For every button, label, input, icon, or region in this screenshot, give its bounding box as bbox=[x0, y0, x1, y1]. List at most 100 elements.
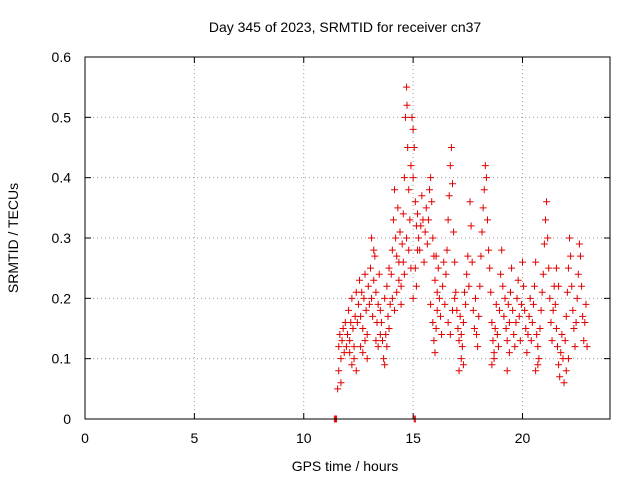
data-point bbox=[429, 234, 437, 242]
data-point bbox=[429, 318, 437, 326]
data-point bbox=[439, 282, 447, 290]
data-point bbox=[337, 355, 345, 363]
data-point bbox=[479, 204, 487, 212]
data-point bbox=[449, 180, 456, 188]
data-point bbox=[487, 288, 495, 296]
data-point bbox=[388, 246, 396, 254]
data-point bbox=[349, 325, 357, 332]
data-point bbox=[388, 294, 396, 302]
data-point bbox=[423, 240, 431, 248]
data-point bbox=[523, 349, 531, 357]
data-point bbox=[560, 379, 568, 387]
data-point bbox=[580, 337, 588, 345]
data-point bbox=[354, 300, 362, 308]
data-point bbox=[370, 246, 378, 254]
data-point bbox=[476, 282, 484, 290]
data-point bbox=[385, 325, 393, 332]
data-point bbox=[516, 337, 524, 345]
data-point bbox=[506, 288, 514, 296]
data-point bbox=[379, 337, 386, 345]
data-point bbox=[555, 361, 563, 369]
data-point bbox=[393, 288, 401, 296]
data-point bbox=[562, 367, 570, 375]
data-point bbox=[484, 216, 491, 224]
data-point bbox=[474, 343, 482, 351]
data-point bbox=[393, 252, 401, 260]
data-point bbox=[451, 294, 459, 302]
data-point bbox=[397, 300, 405, 308]
data-point bbox=[345, 306, 353, 314]
data-point bbox=[539, 270, 547, 278]
data-point bbox=[357, 343, 365, 351]
data-point bbox=[492, 300, 500, 308]
data-point bbox=[409, 174, 417, 182]
data-point bbox=[468, 258, 476, 266]
data-point bbox=[447, 144, 455, 151]
data-point bbox=[417, 222, 425, 230]
data-point bbox=[396, 228, 404, 236]
data-point bbox=[505, 349, 513, 357]
data-point bbox=[398, 240, 406, 248]
data-point bbox=[569, 306, 577, 314]
data-point bbox=[535, 355, 543, 363]
data-point bbox=[568, 282, 576, 290]
data-point bbox=[546, 294, 554, 302]
data-point bbox=[496, 306, 504, 314]
data-point bbox=[578, 282, 586, 290]
data-point bbox=[490, 349, 498, 357]
data-point bbox=[552, 264, 560, 272]
data-point bbox=[426, 186, 434, 194]
data-point bbox=[564, 355, 572, 363]
data-point bbox=[399, 210, 407, 218]
data-point bbox=[561, 337, 569, 345]
data-points bbox=[330, 83, 591, 423]
data-point bbox=[363, 355, 371, 363]
data-point bbox=[400, 174, 408, 182]
data-point bbox=[567, 252, 575, 260]
data-point bbox=[428, 198, 436, 206]
data-point bbox=[346, 337, 354, 345]
data-point bbox=[361, 270, 369, 278]
data-point bbox=[515, 312, 523, 320]
data-point bbox=[337, 379, 345, 387]
data-point bbox=[555, 282, 563, 290]
data-point bbox=[525, 312, 533, 320]
data-point bbox=[441, 300, 449, 308]
data-point bbox=[358, 288, 366, 296]
data-point bbox=[404, 144, 412, 151]
data-point bbox=[566, 234, 574, 242]
y-tick-label: 0.3 bbox=[52, 230, 72, 246]
data-point bbox=[368, 294, 376, 302]
data-point bbox=[573, 294, 581, 302]
data-point bbox=[549, 306, 557, 314]
data-point bbox=[384, 312, 392, 320]
data-point bbox=[369, 312, 377, 320]
data-point bbox=[359, 349, 367, 357]
data-point bbox=[372, 288, 380, 296]
data-point bbox=[505, 318, 513, 326]
data-point bbox=[510, 331, 518, 339]
data-point bbox=[482, 174, 490, 182]
data-point bbox=[503, 337, 511, 345]
data-point bbox=[391, 186, 399, 194]
data-point bbox=[403, 101, 411, 109]
data-point bbox=[335, 343, 343, 351]
data-point bbox=[489, 337, 497, 345]
data-point bbox=[432, 325, 440, 332]
y-tick-label: 0.2 bbox=[52, 290, 72, 306]
data-point bbox=[385, 264, 393, 272]
data-point bbox=[382, 331, 390, 339]
data-point bbox=[352, 367, 360, 375]
y-tick-label: 0.4 bbox=[52, 170, 72, 186]
data-point bbox=[353, 318, 361, 326]
gridlines bbox=[85, 57, 610, 419]
data-point bbox=[457, 331, 465, 339]
data-point bbox=[405, 246, 413, 254]
data-point bbox=[575, 240, 583, 248]
data-point bbox=[497, 270, 505, 278]
data-point bbox=[359, 325, 367, 332]
data-point bbox=[570, 325, 578, 332]
data-point bbox=[548, 337, 556, 345]
data-point bbox=[431, 349, 439, 357]
y-tick-label: 0.5 bbox=[52, 109, 72, 125]
